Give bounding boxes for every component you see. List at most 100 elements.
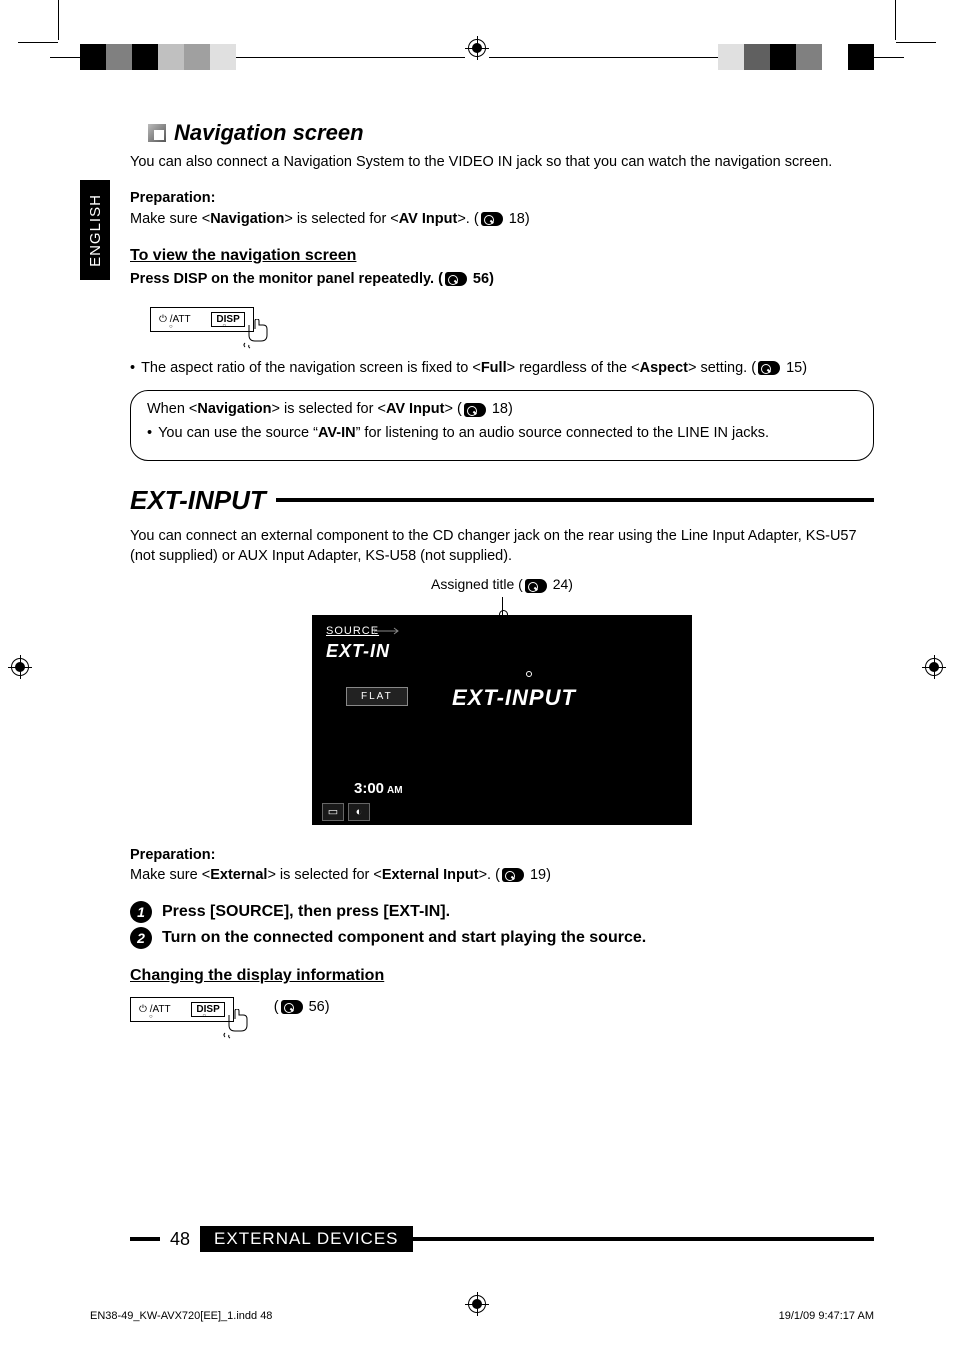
bottom-icon-row: ▭ ◐ bbox=[322, 803, 370, 821]
t: Full bbox=[481, 360, 507, 376]
page-ref-icon bbox=[481, 212, 503, 226]
page-number: 48 bbox=[170, 1229, 190, 1250]
t: Aspect bbox=[640, 360, 688, 376]
prep-label: Preparation: bbox=[130, 190, 215, 206]
change-display-ref: ( 56) bbox=[274, 999, 330, 1015]
t: > ( bbox=[444, 401, 461, 417]
t: AV Input bbox=[386, 401, 445, 417]
t: 18) bbox=[488, 401, 513, 417]
nav-section-header: Navigation screen bbox=[148, 120, 874, 146]
language-tab: ENGLISH bbox=[80, 180, 110, 280]
language-label: ENGLISH bbox=[87, 194, 104, 267]
nav-preparation: Preparation: Make sure <Navigation> is s… bbox=[130, 188, 874, 229]
t: AM bbox=[387, 785, 403, 796]
screen-icon: ◐ bbox=[348, 803, 370, 821]
att-button-label: ⏻ /ATT bbox=[159, 314, 191, 325]
t: Make sure < bbox=[130, 211, 210, 227]
prep-label: Preparation: bbox=[130, 847, 215, 863]
top-printer-bar bbox=[50, 42, 904, 72]
step-1-text: Press [SOURCE], then press [EXT-IN]. bbox=[162, 901, 450, 923]
clock-display: 3:00AM bbox=[354, 780, 403, 797]
view-nav-instr: Press DISP on the monitor panel repeated… bbox=[130, 269, 874, 289]
t: >. ( bbox=[479, 867, 500, 883]
step-number-2: 2 bbox=[130, 927, 152, 949]
t: Navigation bbox=[197, 401, 271, 417]
source-label: SOURCE bbox=[326, 625, 379, 637]
t: 56) bbox=[469, 271, 494, 287]
aspect-note: • The aspect ratio of the navigation scr… bbox=[130, 358, 874, 378]
page-ref-icon bbox=[502, 868, 524, 882]
t: EXT-INPUT bbox=[130, 485, 266, 516]
nav-note-box: When <Navigation> is selected for <AV In… bbox=[130, 390, 874, 460]
t: > regardless of the < bbox=[507, 360, 640, 376]
t: >. ( bbox=[457, 211, 478, 227]
center-title: EXT-INPUT bbox=[452, 685, 576, 711]
nav-intro: You can also connect a Navigation System… bbox=[130, 152, 874, 172]
t: 3:00 bbox=[354, 780, 384, 797]
print-meta-footer: EN38-49_KW-AVX720[EE]_1.indd 48 19/1/09 … bbox=[90, 1310, 874, 1322]
t: > setting. ( bbox=[688, 360, 756, 376]
page-content: ENGLISH Navigation screen You can also c… bbox=[130, 120, 874, 1252]
view-nav-head: To view the navigation screen bbox=[130, 247, 874, 265]
ext-intro: You can connect an external component to… bbox=[130, 526, 874, 567]
t: EXT-INPUT bbox=[452, 685, 576, 710]
t: > is selected for < bbox=[267, 867, 381, 883]
ext-input-heading: EXT-INPUT bbox=[130, 485, 874, 516]
step-1: 1 Press [SOURCE], then press [EXT-IN]. bbox=[130, 901, 874, 923]
registration-mark bbox=[8, 655, 32, 679]
page-footer: 48 EXTERNAL DEVICES bbox=[130, 1226, 874, 1252]
t: AV Input bbox=[399, 211, 458, 227]
t: 18) bbox=[505, 211, 530, 227]
screen-icon: ▭ bbox=[322, 803, 344, 821]
t: The aspect ratio of the navigation scree… bbox=[141, 360, 481, 376]
t: When < bbox=[147, 401, 197, 417]
t: 24) bbox=[549, 576, 573, 592]
t: External Input bbox=[382, 867, 479, 883]
t: Navigation bbox=[210, 211, 284, 227]
t: /ATT bbox=[167, 314, 191, 325]
t: > is selected for < bbox=[284, 211, 398, 227]
t: Assigned title ( bbox=[431, 576, 523, 592]
meta-file: EN38-49_KW-AVX720[EE]_1.indd 48 bbox=[90, 1310, 272, 1322]
page-ref-icon bbox=[464, 403, 486, 417]
meta-date: 19/1/09 9:47:17 AM bbox=[779, 1310, 874, 1322]
t: Make sure < bbox=[130, 867, 210, 883]
page-ref-icon bbox=[525, 579, 547, 593]
att-button-label: ⏻ /ATT bbox=[139, 1004, 171, 1015]
disp-button-label: DISP bbox=[191, 1002, 224, 1017]
t: > is selected for < bbox=[272, 401, 386, 417]
t: Press DISP on the monitor panel repeated… bbox=[130, 271, 443, 287]
page-ref-icon bbox=[445, 272, 467, 286]
assigned-title-label: Assigned title ( 24) bbox=[431, 576, 573, 592]
t: External bbox=[210, 867, 267, 883]
ext-preparation: Preparation: Make sure <External> is sel… bbox=[130, 845, 874, 886]
registration-mark bbox=[922, 655, 946, 679]
step-2-text: Turn on the connected component and star… bbox=[162, 927, 646, 949]
section-label: EXTERNAL DEVICES bbox=[200, 1226, 412, 1252]
t: 15) bbox=[782, 360, 807, 376]
nav-heading: Navigation screen bbox=[174, 120, 364, 146]
finger-press-icon bbox=[221, 1009, 251, 1039]
source-value: EXT-IN bbox=[326, 641, 390, 662]
t: ” for listening to an audio source conne… bbox=[356, 425, 769, 441]
section-bullet-icon bbox=[148, 124, 166, 142]
flat-button: FLAT bbox=[346, 687, 408, 706]
page-ref-icon bbox=[758, 361, 780, 375]
screen-illustration: Assigned title ( 24) SOURCE EXT-IN FLAT … bbox=[130, 576, 874, 824]
disp-button-diagram: ⏻ /ATT DISP bbox=[130, 997, 234, 1022]
device-screen-mock: SOURCE EXT-IN FLAT EXT-INPUT 3:00AM ▭ ◐ bbox=[312, 615, 692, 825]
source-arrow-icon bbox=[374, 627, 404, 635]
step-number-1: 1 bbox=[130, 901, 152, 923]
t: You can use the source “ bbox=[158, 425, 318, 441]
disp-button-label: DISP bbox=[211, 312, 244, 327]
pointer-line bbox=[502, 597, 503, 615]
change-display-head: Changing the display information bbox=[130, 967, 874, 985]
t: /ATT bbox=[147, 1004, 171, 1015]
t: 56) bbox=[305, 999, 330, 1015]
disp-button-diagram: ⏻ /ATT DISP bbox=[150, 307, 254, 332]
page-ref-icon bbox=[281, 1000, 303, 1014]
t: 19) bbox=[526, 867, 551, 883]
step-2: 2 Turn on the connected component and st… bbox=[130, 927, 874, 949]
finger-press-icon bbox=[241, 319, 271, 349]
t: AV-IN bbox=[318, 425, 356, 441]
